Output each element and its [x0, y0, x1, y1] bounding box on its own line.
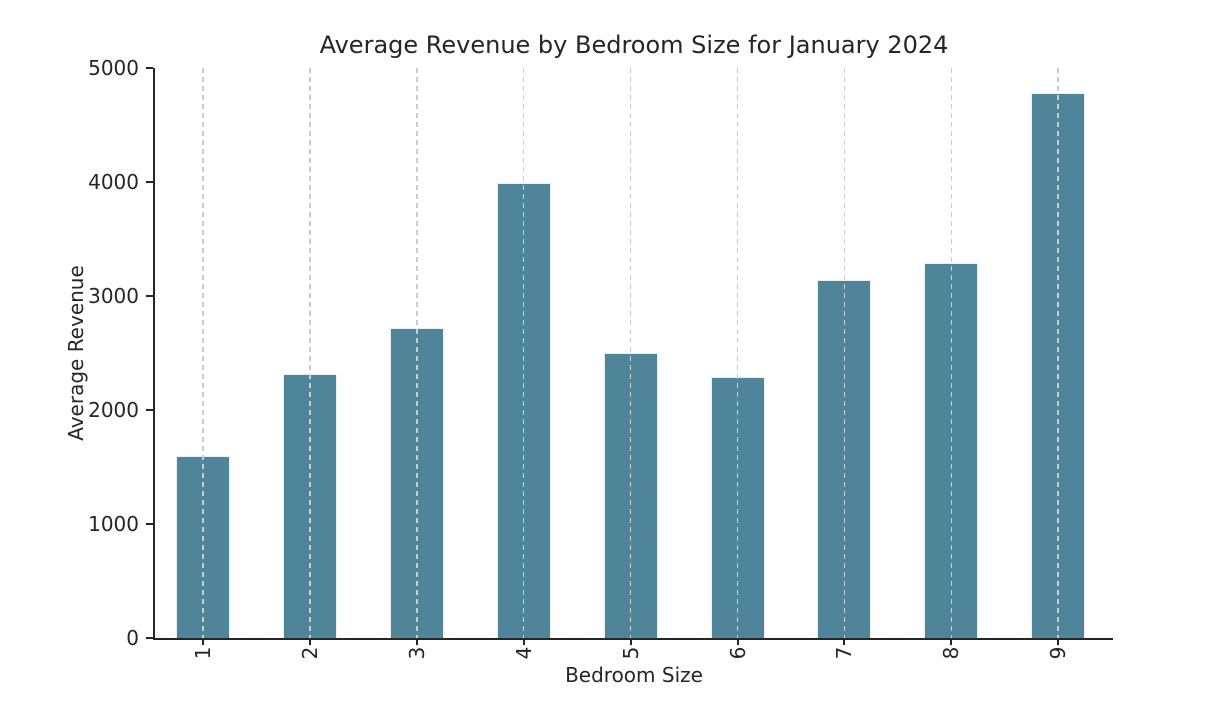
y-tick-mark: [146, 67, 153, 69]
gridline: [522, 68, 525, 638]
y-tick-mark: [146, 523, 153, 525]
x-tick-mark: [736, 638, 739, 645]
gridline: [950, 68, 953, 638]
gridline: [736, 68, 739, 638]
y-tick-label: 2000: [88, 398, 139, 422]
gridline: [1057, 68, 1059, 638]
gridline: [202, 68, 204, 638]
gridline: [843, 68, 846, 638]
x-axis-spine: [153, 638, 1113, 640]
y-tick-mark: [146, 295, 153, 297]
chart-title: Average Revenue by Bedroom Size for Janu…: [319, 31, 949, 59]
gridline: [629, 68, 632, 638]
x-tick-mark: [950, 638, 953, 645]
y-tick-mark: [146, 181, 153, 183]
y-axis-spine: [153, 68, 155, 640]
x-tick-mark: [629, 638, 632, 645]
gridline: [416, 68, 418, 638]
y-tick-mark: [146, 637, 153, 639]
x-tick-mark: [522, 638, 525, 645]
x-tick-mark: [202, 638, 204, 645]
x-axis-label: Bedroom Size: [565, 663, 703, 687]
y-tick-label: 1000: [88, 512, 139, 536]
x-tick-mark: [415, 638, 418, 645]
x-tick-mark: [843, 638, 846, 645]
y-tick-mark: [146, 409, 153, 411]
y-tick-label: 4000: [88, 170, 139, 194]
y-tick-label: 5000: [88, 56, 139, 80]
gridline: [309, 68, 311, 638]
y-tick-label: 0: [126, 626, 139, 650]
y-tick-label: 3000: [88, 284, 139, 308]
x-tick-mark: [1057, 638, 1060, 645]
x-tick-mark: [308, 638, 311, 645]
